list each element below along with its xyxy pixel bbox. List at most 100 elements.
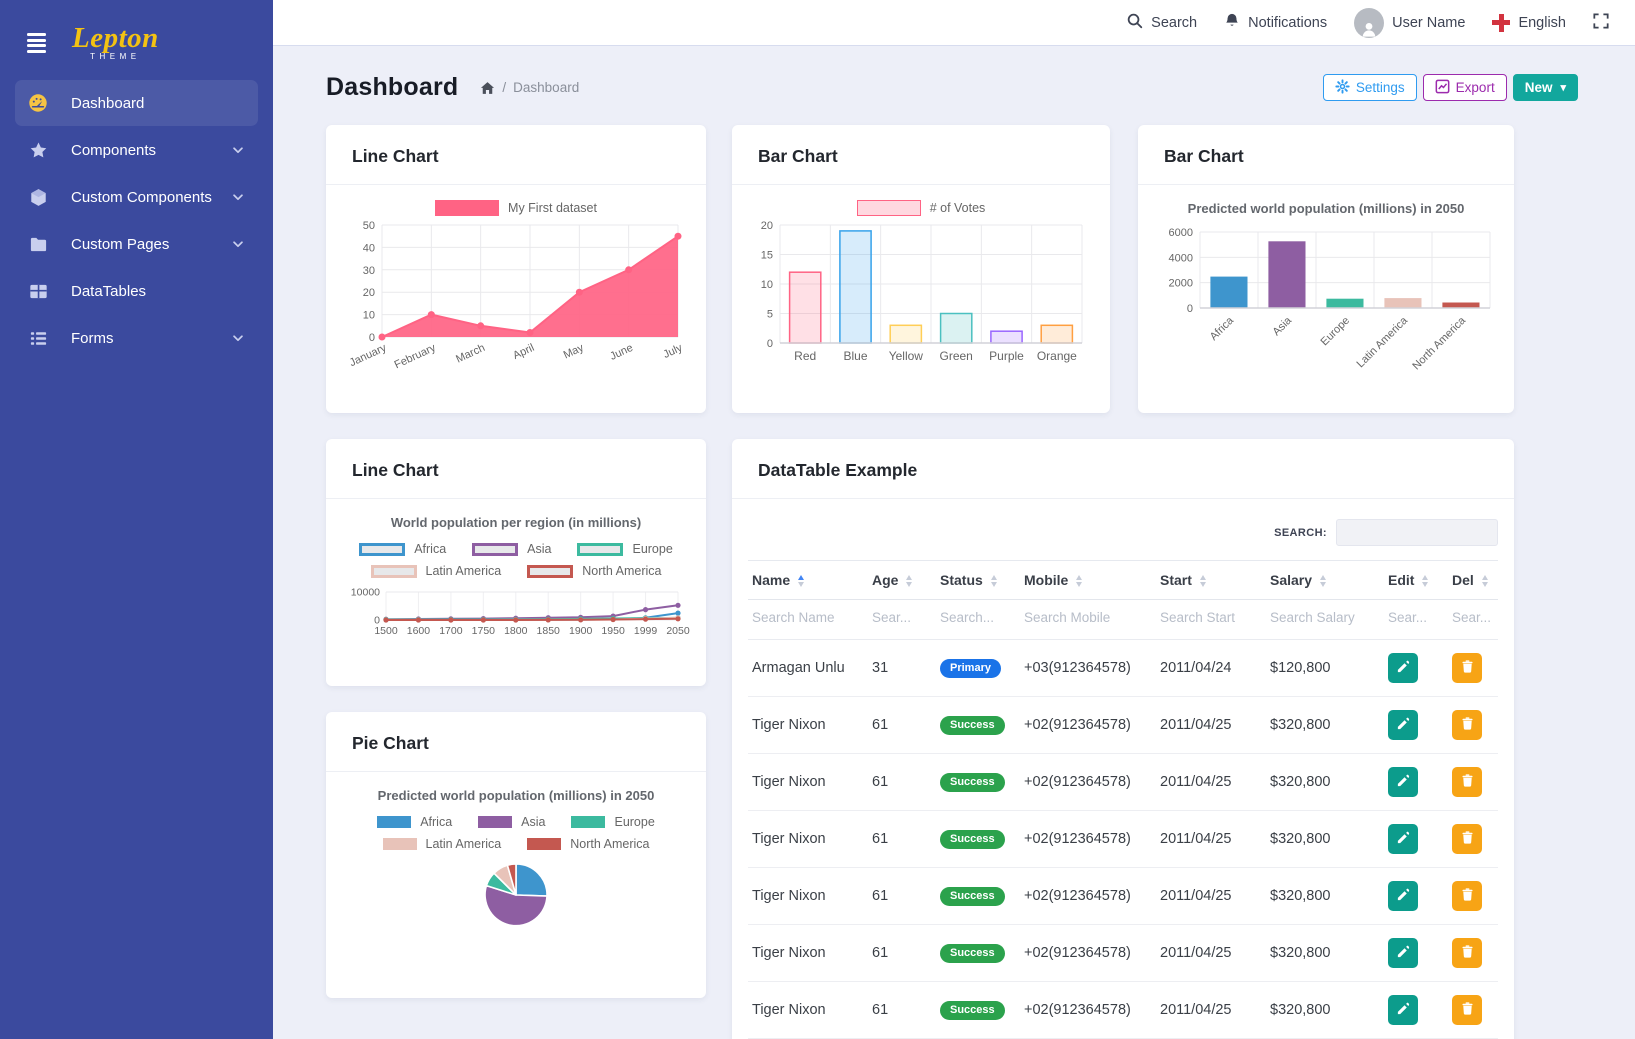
legend-item-asia[interactable]: Asia <box>478 815 545 829</box>
svg-text:Asia: Asia <box>1270 314 1294 338</box>
delete-button[interactable] <box>1452 653 1482 683</box>
chart-legend-row-2: Latin America North America <box>342 835 690 853</box>
filter-input-edit[interactable] <box>1388 610 1442 625</box>
delete-button[interactable] <box>1452 767 1482 797</box>
legend-item-my-first-dataset[interactable]: My First dataset <box>435 200 597 216</box>
svg-text:March: March <box>454 342 487 366</box>
filter-input-del[interactable] <box>1452 610 1492 625</box>
edit-button[interactable] <box>1388 710 1418 740</box>
delete-button[interactable] <box>1452 710 1482 740</box>
logo[interactable]: Lepton THEME <box>72 24 159 62</box>
legend-item-latin-america[interactable]: Latin America <box>370 564 501 578</box>
table-icon <box>28 281 48 301</box>
status-badge: Success <box>940 1000 1005 1020</box>
list-icon <box>28 328 48 348</box>
svg-text:1700: 1700 <box>439 625 463 637</box>
svg-text:5: 5 <box>767 309 773 321</box>
fullscreen-icon <box>1593 12 1609 33</box>
svg-text:1600: 1600 <box>407 625 431 637</box>
edit-button[interactable] <box>1388 938 1418 968</box>
table-search: SEARCH: <box>748 519 1498 546</box>
edit-button[interactable] <box>1388 995 1418 1025</box>
table-row: Tiger Nixon 61 Success +02(912364578) 20… <box>748 753 1498 811</box>
svg-text:1900: 1900 <box>569 625 593 637</box>
edit-button[interactable] <box>1388 767 1418 797</box>
svg-text:1800: 1800 <box>504 625 528 637</box>
topbar-notifications[interactable]: Notifications <box>1224 12 1327 33</box>
card-title: Bar Chart <box>1138 125 1514 185</box>
topbar-language[interactable]: English <box>1492 13 1566 32</box>
svg-text:10: 10 <box>363 310 375 322</box>
sidebar: Lepton THEME Dashboard Components Custom… <box>0 0 273 1039</box>
table-col-del[interactable]: Del <box>1448 560 1498 600</box>
delete-button[interactable] <box>1452 824 1482 854</box>
topbar-user[interactable]: User Name <box>1354 7 1465 38</box>
legend-item-europe[interactable]: Europe <box>571 815 655 829</box>
filter-input-name[interactable] <box>752 610 859 625</box>
export-button[interactable]: Export <box>1422 74 1507 101</box>
avatar <box>1354 7 1385 38</box>
sidebar-item-datatables[interactable]: DataTables <box>15 268 258 314</box>
svg-text:2050: 2050 <box>666 625 690 637</box>
legend-item-asia[interactable]: Asia <box>472 542 551 556</box>
table-search-input[interactable] <box>1336 519 1498 546</box>
data-table: Name Age Status Mobile Start Salary Edit… <box>748 560 1498 1039</box>
sidebar-item-components[interactable]: Components <box>15 127 258 173</box>
table-col-mobile[interactable]: Mobile <box>1020 560 1156 600</box>
svg-text:July: July <box>661 342 684 361</box>
table-search-label: SEARCH: <box>1274 526 1327 539</box>
page-header: Dashboard / Dashboard Settings Export Ne… <box>326 73 1578 102</box>
table-col-age[interactable]: Age <box>868 560 936 600</box>
legend-item-africa[interactable]: Africa <box>377 815 452 829</box>
table-col-start[interactable]: Start <box>1156 560 1266 600</box>
edit-button[interactable] <box>1388 653 1418 683</box>
new-button[interactable]: New ▾ <box>1512 74 1578 101</box>
table-col-salary[interactable]: Salary <box>1266 560 1384 600</box>
legend-item-latin-america[interactable]: Latin America <box>382 837 501 851</box>
edit-button[interactable] <box>1388 881 1418 911</box>
chart-title: Predicted world population (millions) in… <box>377 788 655 803</box>
legend-item--of-votes[interactable]: # of Votes <box>856 200 985 216</box>
table-col-edit[interactable]: Edit <box>1384 560 1448 600</box>
sidebar-item-forms[interactable]: Forms <box>15 315 258 361</box>
filter-input-salary[interactable] <box>1270 610 1375 625</box>
svg-text:Blue: Blue <box>843 349 867 363</box>
legend-item-africa[interactable]: Africa <box>359 542 446 556</box>
card-bar-chart-1: Bar Chart # of Votes 0 5 10 15 20 Red Blue Yell… <box>732 125 1110 413</box>
pie-chart-canvas: Predicted world population (millions) in… <box>342 772 690 933</box>
filter-input-status[interactable] <box>940 610 1013 625</box>
delete-button[interactable] <box>1452 881 1482 911</box>
topbar-search[interactable]: Search <box>1126 12 1197 33</box>
svg-text:40: 40 <box>363 242 375 254</box>
logo-subtext: THEME <box>90 52 141 61</box>
sidebar-item-custom-components[interactable]: Custom Components <box>15 174 258 220</box>
legend-item-north-america[interactable]: North America <box>527 564 661 578</box>
card-title: Line Chart <box>326 125 706 185</box>
sidebar-item-dashboard[interactable]: Dashboard <box>15 80 258 126</box>
filter-input-start[interactable] <box>1160 610 1257 625</box>
delete-button[interactable] <box>1452 938 1482 968</box>
chart-legend-row-1: Africa Asia Europe <box>342 540 690 558</box>
table-col-status[interactable]: Status <box>936 560 1020 600</box>
settings-button[interactable]: Settings <box>1322 74 1417 101</box>
table-col-name[interactable]: Name <box>748 560 868 600</box>
chart-legend-row-2: Latin America North America <box>342 562 690 580</box>
menu-toggle-icon[interactable] <box>27 33 46 53</box>
page-actions: Settings Export New ▾ <box>1322 74 1578 101</box>
sidebar-item-custom-pages[interactable]: Custom Pages <box>15 221 258 267</box>
filter-input-age[interactable] <box>872 610 929 625</box>
filter-input-mobile[interactable] <box>1024 610 1146 625</box>
card-pie-chart: Pie Chart Predicted world population (mi… <box>326 712 706 998</box>
svg-text:Africa: Africa <box>1208 314 1237 343</box>
pencil-icon <box>1396 944 1411 962</box>
legend-item-europe[interactable]: Europe <box>577 542 673 556</box>
delete-button[interactable] <box>1452 995 1482 1025</box>
fullscreen-toggle[interactable] <box>1593 12 1609 33</box>
sort-icons <box>1320 575 1327 588</box>
status-badge: Primary <box>940 658 1001 678</box>
edit-button[interactable] <box>1388 824 1418 854</box>
legend-item-north-america[interactable]: North America <box>527 837 649 851</box>
caret-down-icon: ▾ <box>1560 82 1566 94</box>
home-icon[interactable] <box>480 81 495 95</box>
chevron-down-icon <box>231 190 245 204</box>
